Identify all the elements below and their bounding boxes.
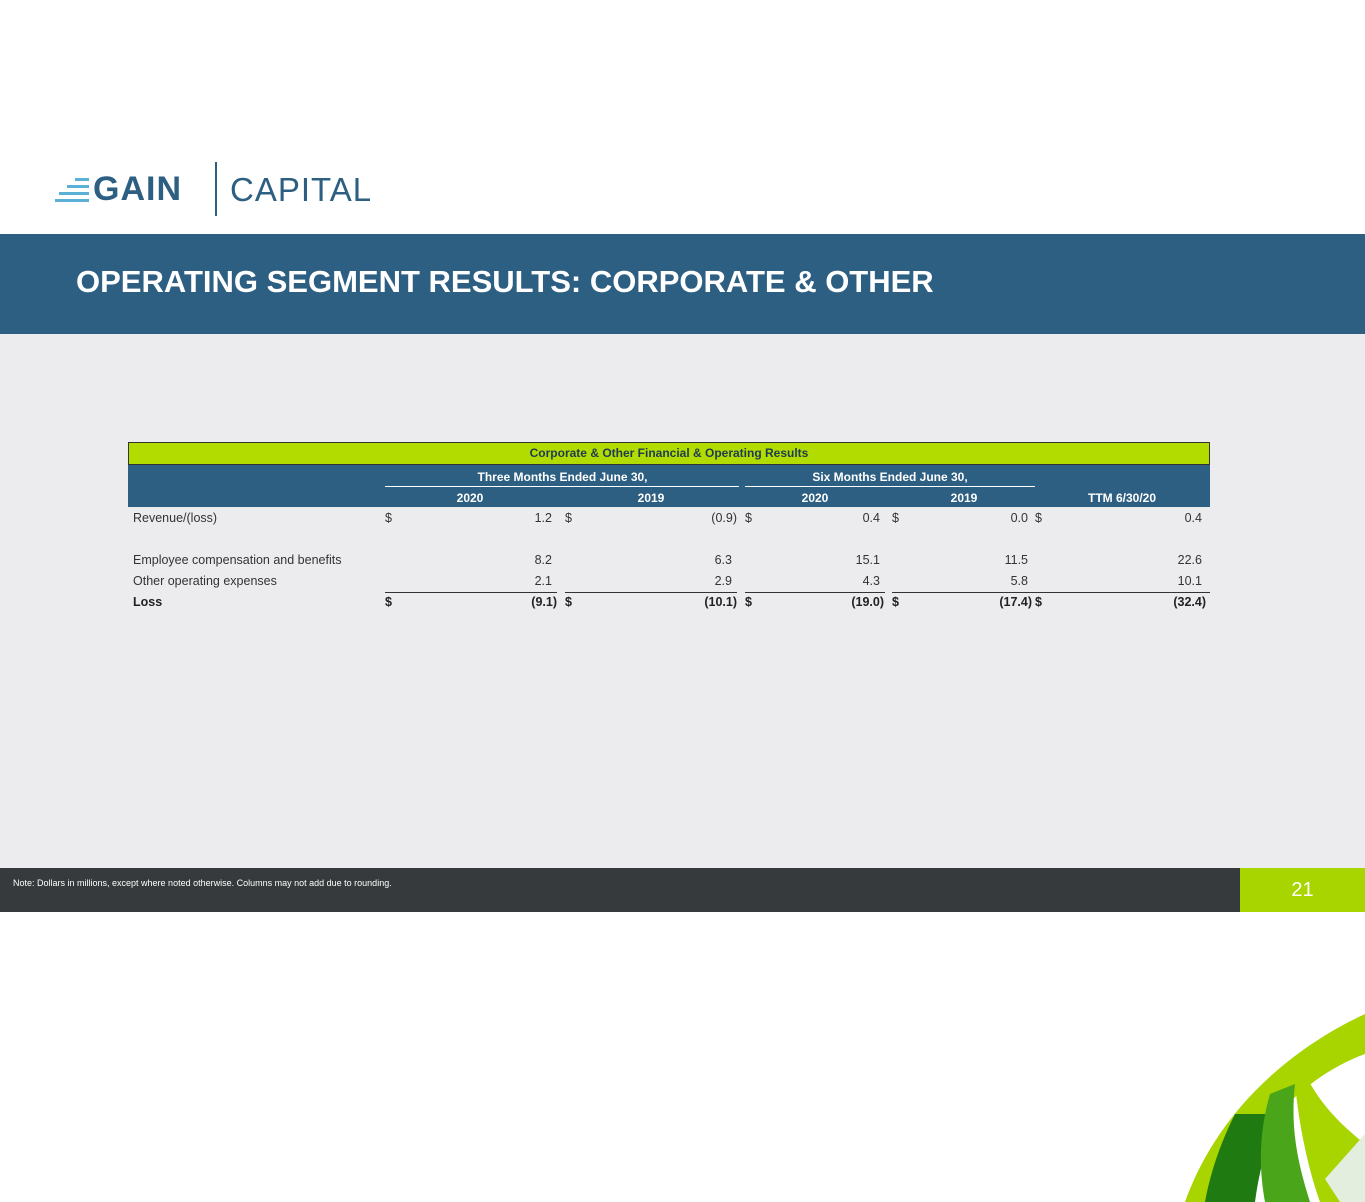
cell-value: 6.3 [714,553,732,567]
group-header-three-months: Three Months Ended June 30, [477,470,648,484]
dollar-sign: $ [1035,511,1042,525]
table-row-total: Loss $ (9.1) $ (10.1) $ (19.0) $ (17.4) … [128,592,1210,613]
dollar-sign: $ [565,595,572,609]
cell-value: (19.0) [851,595,884,609]
col-header-ttm: TTM 6/30/20 [1087,491,1157,505]
dollar-sign: $ [745,595,752,609]
total-underline [1036,592,1210,593]
cell-value: 22.6 [1177,553,1202,567]
cell-value: 1.2 [534,511,552,525]
table-row: Revenue/(loss) $ 1.2 $ (0.9) $ 0.4 $ 0.0… [128,508,1210,529]
col-header-2019-q: 2019 [637,491,665,505]
row-label: Employee compensation and benefits [133,553,342,567]
decorative-swoosh-icon [1185,1014,1365,1202]
page-title: OPERATING SEGMENT RESULTS: CORPORATE & O… [76,264,934,299]
dollar-sign: $ [385,595,392,609]
cell-value: 0.0 [1010,511,1028,525]
title-banner: OPERATING SEGMENT RESULTS: CORPORATE & O… [0,234,1365,334]
cell-value: 5.8 [1010,574,1028,588]
cell-value: 8.2 [534,553,552,567]
col-header-2019-six: 2019 [950,491,978,505]
logo-divider [215,162,217,216]
footer-note: Note: Dollars in millions, except where … [13,878,392,888]
cell-value: (17.4) [999,595,1032,609]
col-header-2020-q: 2020 [456,491,484,505]
total-underline [385,592,557,593]
cell-value: 0.4 [862,511,880,525]
dollar-sign: $ [565,511,572,525]
cell-value: (9.1) [531,595,557,609]
group-underline [385,486,739,487]
group-header-six-months: Six Months Ended June 30, [812,470,968,484]
logo-lines-icon [55,178,89,202]
row-label: Other operating expenses [133,574,277,588]
total-underline [892,592,1036,593]
page-number-box: 21 [1240,868,1365,912]
dollar-sign: $ [385,511,392,525]
row-label: Revenue/(loss) [133,511,218,525]
cell-value: (10.1) [704,595,737,609]
total-underline [565,592,737,593]
cell-value: (0.9) [711,511,737,525]
table-row: Employee compensation and benefits 8.2 6… [128,550,1210,571]
cell-value: 4.3 [862,574,880,588]
cell-value: 2.1 [534,574,552,588]
logo-gain-text: GAIN [93,170,182,208]
results-table: Corporate & Other Financial & Operating … [128,442,1210,613]
cell-value: 15.1 [855,553,880,567]
cell-value: 0.4 [1184,511,1202,525]
footer-bar: Note: Dollars in millions, except where … [0,868,1365,912]
cell-value: (32.4) [1173,595,1206,609]
cell-value: 2.9 [714,574,732,588]
group-underline [745,486,1035,487]
dollar-sign: $ [1035,595,1042,609]
dollar-sign: $ [892,511,899,525]
company-logo: GAIN CAPITAL [55,162,415,216]
table-header: Three Months Ended June 30, Six Months E… [128,465,1210,507]
col-header-2020-six: 2020 [801,491,829,505]
cell-value: 11.5 [1004,553,1028,567]
table-row: Other operating expenses 2.1 2.9 4.3 5.8… [128,571,1210,592]
dollar-sign: $ [892,595,899,609]
page-number: 21 [1291,879,1314,901]
cell-value: 10.1 [1177,574,1202,588]
row-label: Loss [133,595,163,609]
table-caption: Corporate & Other Financial & Operating … [128,442,1210,465]
dollar-sign: $ [745,511,752,525]
slide: GAIN CAPITAL OPERATING SEGMENT RESULTS: … [0,162,1365,1202]
logo-capital-text: CAPITAL [230,171,373,208]
total-underline [745,592,885,593]
